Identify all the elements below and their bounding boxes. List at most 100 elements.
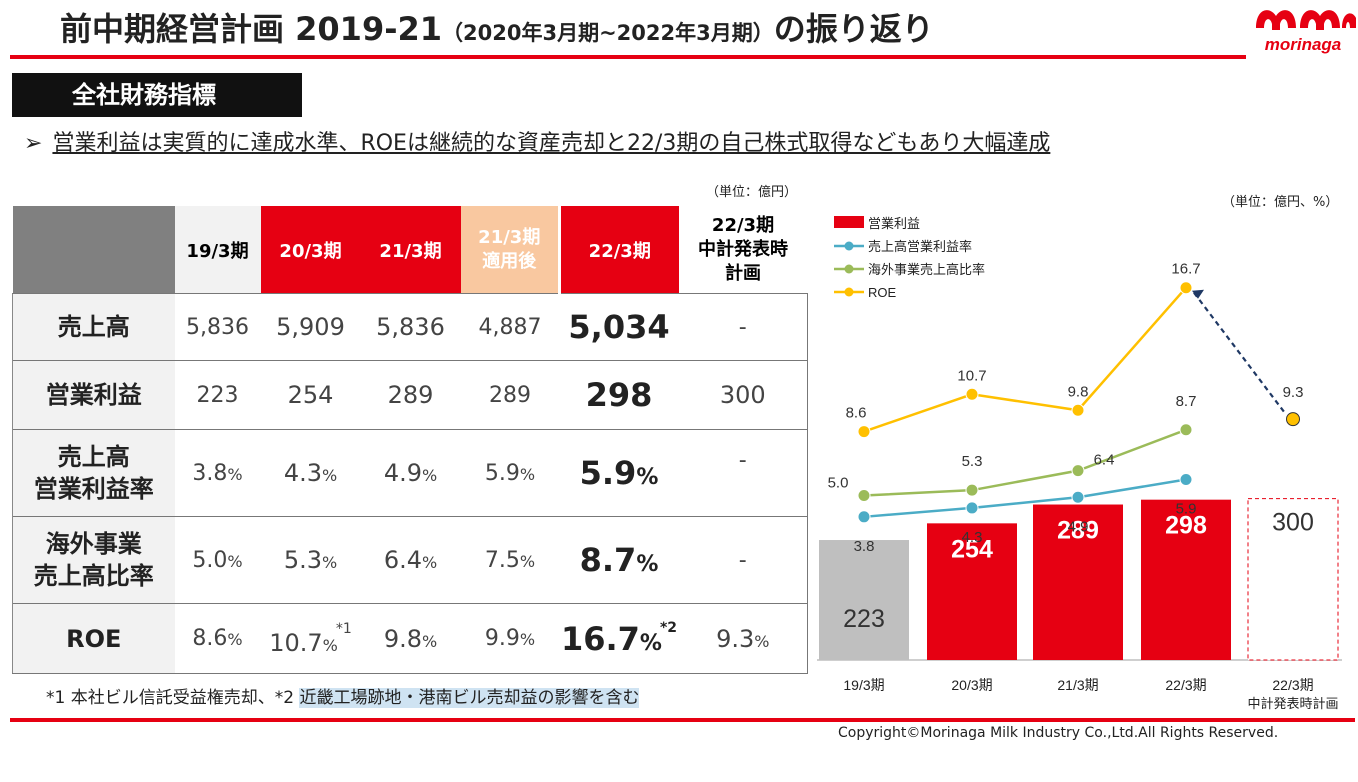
table-cell-highlight: 5.9% [559, 429, 679, 517]
pct-unit: % [321, 553, 338, 572]
overseas-point [857, 489, 871, 502]
combo-chart: 223 254 289 298 300 19/3期 20/3期 21/3期 22/3期 22/3期… [817, 216, 1342, 711]
footnote-text: *1 本社ビル信託受益権売却、*2 [46, 688, 300, 708]
table-cell: 4,887 [460, 293, 560, 361]
value: 4.9 [383, 459, 422, 487]
col-header-19-3: 19/3期 [174, 206, 261, 294]
value: 7.5 [484, 547, 520, 573]
pct-unit: % [322, 635, 338, 655]
value: 5.0 [192, 547, 228, 573]
col-header-21-3-adjusted: 21/3期 適用後 [460, 206, 560, 294]
pct-unit: % [421, 466, 438, 485]
overseas-label: 5.3 [962, 453, 983, 470]
svg-text:morinaga: morinaga [1265, 35, 1342, 54]
roe-plan-point [1286, 412, 1300, 427]
chart-unit: （単位：億円、%） [1222, 195, 1339, 210]
overseas-point [1071, 464, 1085, 478]
bottom-rule [10, 718, 1355, 722]
x-tick-label: 21/3期 [1057, 677, 1098, 693]
title-tail: の振り返り [773, 10, 934, 48]
pct-unit: % [227, 630, 243, 649]
legend-marker [844, 264, 854, 274]
roe-arrow-head [1192, 289, 1204, 299]
roe-label: 9.8 [1068, 383, 1089, 400]
row-label: 海外事業 売上高比率 [12, 516, 175, 604]
table-row: 売上高 営業利益率 3.8% 4.3% 4.9% 5.9% 5.9% - [12, 429, 808, 517]
ratio-label: 5.9 [1176, 501, 1197, 518]
copyright: Copyright©Morinaga Milk Industry Co.,Ltd… [838, 725, 1279, 741]
bar-2 [1033, 504, 1123, 660]
value: 9.8 [383, 624, 422, 653]
table-cell: 289 [460, 360, 560, 430]
section-label: 全社財務指標 [12, 73, 302, 117]
table-cell: - [678, 429, 808, 517]
legend-marker [844, 241, 854, 251]
value: 5.9 [579, 454, 637, 492]
table-corner [12, 206, 175, 294]
pct-unit: % [636, 465, 659, 490]
legend-swatch [834, 216, 864, 228]
table-cell: 6.4% [360, 516, 461, 604]
table-row: 営業利益 223 254 289 289 298 300 [12, 360, 808, 430]
overseas-label: 5.0 [828, 475, 849, 492]
table-cell: 9.3% [678, 603, 808, 674]
roe-plan-label: 9.3 [1283, 384, 1304, 401]
overseas-label: 6.4 [1094, 452, 1115, 469]
roe-label: 10.7 [957, 367, 986, 384]
page-title: 前中期経営計画 2019-21（2020年3月期~2022年3月期）の振り返り [60, 4, 934, 50]
col-header-22-3-plan: 22/3期 中計発表時 計画 [678, 206, 808, 294]
value: 8.7 [579, 541, 637, 579]
table-cell: 7.5% [460, 516, 560, 604]
bar-label: 298 [1165, 512, 1207, 540]
table-cell: 300 [678, 360, 808, 430]
footnote-highlight: 近畿工場跡地・港南ビル売却益の影響を含む [299, 688, 640, 708]
col-header-20-3: 20/3期 [260, 206, 361, 294]
row-label: 売上高 営業利益率 [12, 429, 175, 517]
ratio-label: 4.3 [962, 529, 983, 546]
pct-unit: % [639, 630, 662, 656]
ratio-point [965, 501, 979, 515]
roe-label: 16.7 [1171, 261, 1200, 278]
x-tick-label: 中計発表時計画 [1247, 696, 1338, 711]
table-row: 海外事業 売上高比率 5.0% 5.3% 6.4% 7.5% 8.7% - [12, 516, 808, 604]
table-cell-highlight: 16.7%*2 [559, 603, 679, 674]
bar-1 [927, 523, 1017, 660]
legend-label: 営業利益 [868, 216, 920, 231]
table-cell: 3.8% [174, 429, 261, 517]
legend-marker [844, 287, 854, 297]
pct-unit: % [636, 552, 659, 577]
pct-unit: % [421, 553, 438, 572]
ratio-line [863, 478, 1187, 519]
col-header-22-3: 22/3期 [558, 206, 679, 294]
table-cell-highlight: 5,034 [559, 293, 679, 361]
financial-table: 19/3期 20/3期 21/3期 21/3期 適用後 22/3期 22/3期 … [12, 206, 808, 674]
table-cell: 9.8% [360, 603, 461, 674]
roe-point [1071, 403, 1085, 417]
pct-unit: % [321, 466, 338, 485]
bullet-marker: ➢ [24, 131, 43, 156]
table-cell-highlight: 8.7% [559, 516, 679, 604]
roe-line [863, 286, 1187, 433]
footnote: *1 本社ビル信託受益権売却、*2 近畿工場跡地・港南ビル売却益の影響を含む [46, 683, 640, 708]
table-cell: 8.6% [174, 603, 261, 674]
legend-label: 海外事業売上高比率 [868, 262, 985, 277]
row-label: 売上高 [12, 293, 175, 361]
legend-label: ROE [868, 285, 897, 300]
row-label: 営業利益 [12, 360, 175, 430]
table-cell: - [678, 293, 808, 361]
table-cell: 5,909 [260, 293, 361, 361]
footnote-ref-1: *1 [335, 620, 352, 637]
bar-label: 223 [843, 605, 885, 633]
pct-unit: % [519, 630, 536, 649]
overseas-line [863, 428, 1187, 497]
table-cell: 10.7%*1 [260, 603, 361, 674]
row-label: ROE [12, 603, 175, 674]
col-header-21-3: 21/3期 [360, 206, 461, 294]
table-cell: 4.3% [260, 429, 361, 517]
bar-4 [1247, 498, 1339, 661]
x-tick-label: 22/3期 [1165, 677, 1206, 693]
roe-label: 8.6 [846, 405, 867, 422]
table-cell: 5,836 [174, 293, 261, 361]
roe-point [965, 387, 979, 401]
top-rule [10, 55, 1246, 59]
